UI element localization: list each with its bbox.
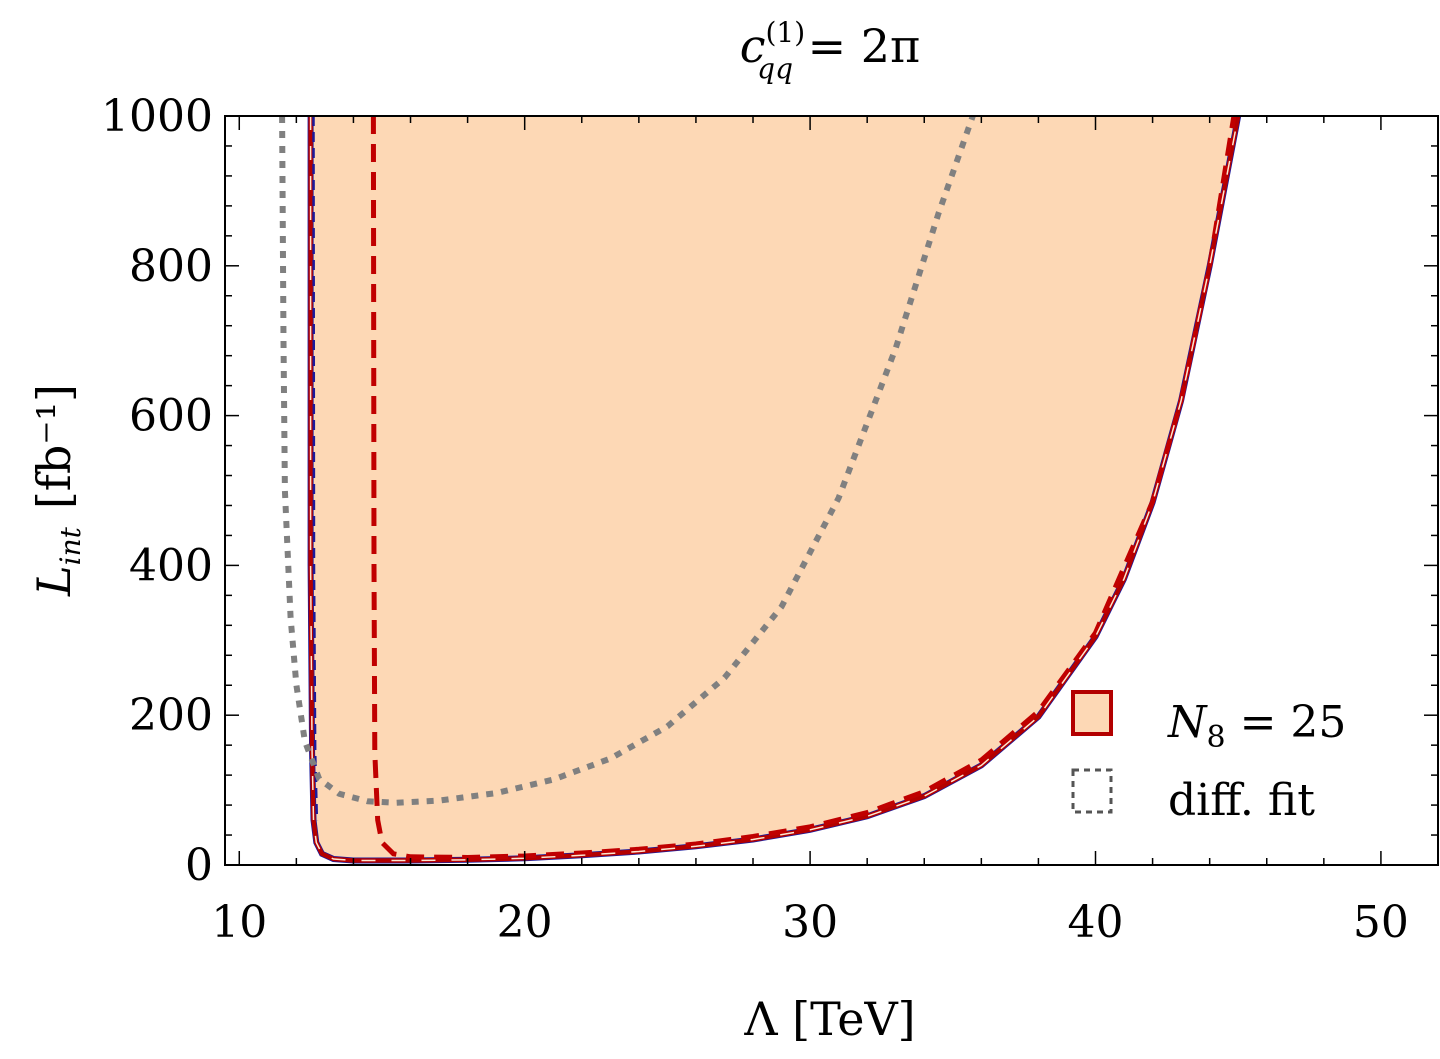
y-tick-label: 1000 [101,91,213,142]
y-tick-label: 800 [129,241,213,292]
y-axis: 0 200 400 600 800 1000 [101,91,1438,891]
y-tick-label: 200 [129,690,213,741]
dashed-blue-curve [312,116,319,821]
n8-light-dash [309,116,1239,862]
dashed-red-curve [370,116,1237,861]
y-tick-label: 400 [129,540,213,591]
x-tick-label: 10 [211,897,267,948]
svg-text:Lint[fb⁻¹]: Lint[fb⁻¹] [27,384,87,597]
plot-frame [224,115,1439,866]
legend-swatch-diff-fit [1071,768,1113,814]
y-tick-label: 0 [185,840,213,891]
x-tick-label: 20 [497,897,553,948]
chart-title: c(1) qq = 2π [740,16,921,85]
legend-swatch-n8 [1071,690,1113,736]
x-tick-label: 30 [782,897,838,948]
n8-region-fill [310,116,1239,861]
legend: N8 = 25 diff. fit [1071,690,1346,826]
y-tick-label: 600 [129,391,213,442]
x-tick-label: 40 [1068,897,1124,948]
plot-area [279,116,1242,864]
x-axis-label: Λ [TeV] [743,992,915,1046]
x-axis: 10 20 30 40 50 [211,116,1439,948]
legend-label-diff-fit: diff. fit [1168,775,1315,826]
y-axis-label: Lint[fb⁻¹] [27,384,87,597]
legend-label-n8: N8 = 25 [1167,697,1346,755]
x-tick-label: 50 [1353,897,1409,948]
